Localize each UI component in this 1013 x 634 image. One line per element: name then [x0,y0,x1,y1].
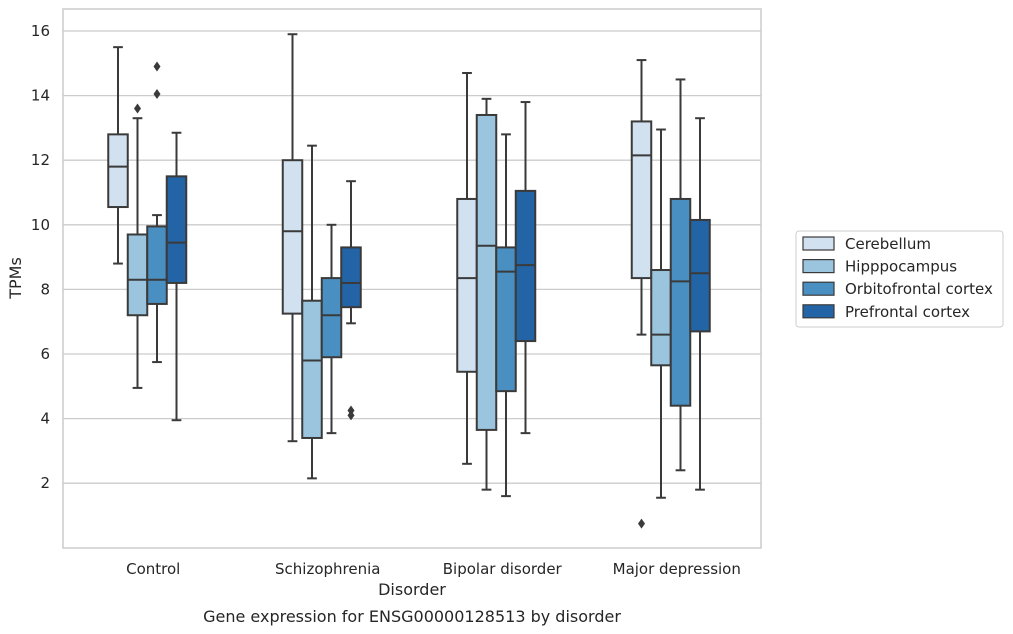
box-orbitofrontal-cortex-2 [495,133,517,498]
y-tick-label: 16 [31,22,50,40]
y-axis-label: TPMs [6,257,25,300]
box-orbitofrontal-cortex-1 [320,223,343,435]
box-iqr [340,246,362,309]
legend-label: Prefrontal cortex [845,303,970,321]
y-tick-label: 6 [40,345,50,363]
legend-label: Orbitofrontal cortex [845,280,993,298]
box-cerebellum-0 [107,46,129,265]
box-iqr [689,218,711,333]
box-iqr [281,159,304,315]
box-prefrontal-cortex-3 [689,117,711,491]
box-hipppocampus-0 [126,103,149,389]
legend-swatch [802,304,835,319]
y-tick-label: 8 [40,280,50,298]
box-iqr [301,299,323,439]
x-axis-label: Disorder [378,580,446,599]
box-series [107,33,711,529]
x-tick-label: Bipolar disorder [443,560,563,578]
box-hipppocampus-3 [650,128,672,499]
box-iqr [165,175,188,284]
y-tick-label: 12 [31,151,50,169]
box-prefrontal-cortex-0 [165,131,188,422]
legend-swatch [802,259,835,274]
box-cerebellum-1 [281,33,304,443]
outlier-point [638,518,645,529]
y-tick-label: 14 [31,87,50,105]
outlier-point [347,405,355,416]
box-hipppocampus-2 [475,97,498,491]
x-axis-ticks: Control Schizophrenia Bipolar disorder Majo… [126,560,741,578]
box-iqr [107,133,129,209]
box-iqr [320,277,343,359]
box-cerebellum-3 [630,59,653,529]
box-iqr [669,197,692,407]
x-tick-label: Control [126,560,180,578]
box-iqr [456,197,478,373]
outlier-point [153,61,161,72]
legend-swatch [802,281,835,296]
x-tick-label: Schizophrenia [275,560,380,578]
legend-frame [795,230,1004,328]
outlier-point [134,103,141,114]
legend-label: Cerebellum [845,235,931,253]
gridlines [63,30,761,484]
box-prefrontal-cortex-1 [340,180,362,421]
box-iqr [126,233,149,317]
legend-swatch [802,236,835,251]
box-orbitofrontal-cortex-0 [146,61,168,364]
legend: Cerebellum Hipppocampus Orbitofrontal cort… [795,230,1004,328]
x-tick-label: Major depression [613,560,741,578]
box-iqr [495,246,517,393]
y-tick-label: 4 [40,410,50,428]
y-tick-label: 10 [31,216,50,234]
y-tick-label: 2 [40,474,50,492]
outlier-point [153,88,161,99]
box-iqr [146,225,168,305]
box-iqr [630,120,653,280]
y-axis-ticks: 2 4 6 8 10 12 14 16 [31,22,50,492]
box-hipppocampus-1 [301,144,323,480]
chart-caption: Gene expression for ENSG00000128513 by d… [203,607,621,626]
box-iqr [650,269,672,367]
plot-frame [62,8,762,549]
box-prefrontal-cortex-2 [514,101,537,435]
legend-label: Hipppocampus [845,258,957,276]
box-iqr [475,113,498,431]
